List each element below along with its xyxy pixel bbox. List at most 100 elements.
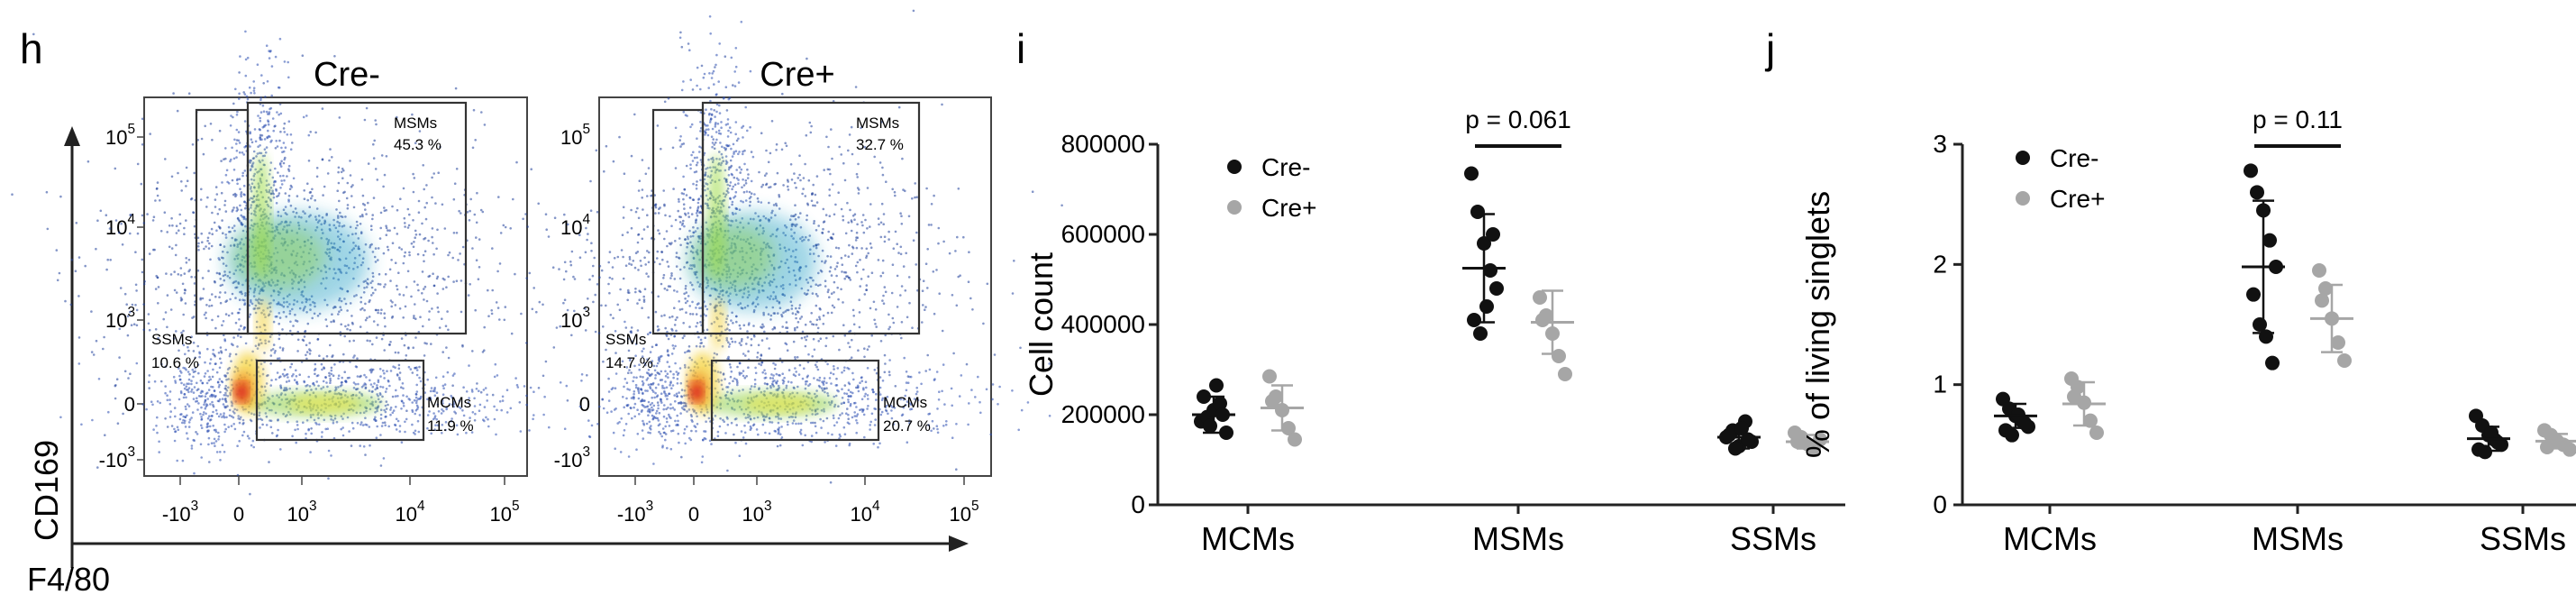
event-dot: [380, 308, 383, 312]
event-dot: [911, 197, 914, 200]
event-dot: [735, 139, 739, 142]
event-dot: [333, 363, 336, 366]
event-dot: [726, 183, 729, 187]
event-dot: [852, 323, 856, 326]
event-dot: [210, 244, 214, 248]
event-dot: [224, 391, 227, 395]
event-dot: [763, 330, 766, 334]
event-dot: [374, 411, 377, 414]
event-dot: [218, 398, 222, 401]
event-dot: [213, 437, 216, 441]
event-dot: [381, 386, 385, 389]
axis-label-f480: F4/80: [27, 561, 110, 598]
event-dot: [223, 398, 227, 401]
event-dot: [726, 135, 730, 138]
tick-base: -10: [554, 449, 583, 471]
event-dot: [804, 323, 807, 326]
event-dot: [927, 224, 931, 226]
event-dot: [200, 406, 203, 409]
density-blob: [256, 297, 270, 352]
event-dot: [215, 229, 218, 232]
event-dot: [696, 209, 699, 212]
event-dot: [455, 232, 459, 234]
event-dot: [941, 329, 944, 333]
event-dot: [771, 328, 774, 331]
event-dot: [806, 202, 809, 206]
event-dot: [738, 361, 742, 365]
event-dot: [205, 304, 208, 307]
tick-base: 0: [124, 393, 135, 416]
event-dot: [354, 226, 358, 230]
event-dot: [178, 370, 182, 372]
event-dot: [924, 262, 928, 266]
event-dot: [850, 219, 853, 222]
event-dot: [263, 125, 266, 128]
event-dot: [408, 253, 411, 257]
event-dot: [830, 128, 833, 131]
event-dot: [749, 69, 752, 73]
event-dot: [474, 308, 477, 312]
event-dot: [414, 233, 418, 236]
event-dot: [385, 407, 388, 410]
event-dot: [749, 200, 751, 204]
event-dot: [639, 375, 642, 379]
event-dot: [669, 277, 672, 279]
event-dot: [441, 402, 444, 405]
event-dot: [441, 351, 445, 353]
event-dot: [430, 432, 433, 435]
event-dot: [244, 144, 248, 148]
event-dot: [372, 157, 376, 160]
event-dot: [322, 194, 324, 197]
event-dot: [321, 158, 324, 160]
tick-label: 103: [560, 305, 590, 332]
event-dot: [666, 261, 669, 263]
event-dot: [733, 341, 737, 343]
event-dot: [523, 385, 526, 388]
event-dot: [209, 395, 212, 398]
event-dot: [367, 201, 369, 205]
event-dot: [490, 312, 494, 316]
event-dot: [380, 154, 384, 157]
event-dot: [726, 118, 730, 121]
event-dot: [175, 243, 177, 247]
event-dot: [228, 414, 232, 417]
event-dot: [417, 288, 420, 292]
event-dot: [356, 357, 359, 361]
event-dot: [317, 416, 320, 420]
event-dot: [863, 347, 866, 351]
event-dot: [321, 368, 323, 371]
event-dot: [705, 307, 709, 311]
event-dot: [219, 278, 222, 280]
event-dot: [202, 288, 205, 290]
event-dot: [304, 329, 307, 333]
event-dot: [174, 415, 177, 418]
event-dot: [769, 314, 773, 317]
event-dot: [824, 285, 827, 288]
event-dot: [636, 408, 639, 412]
event-dot: [213, 221, 216, 224]
event-dot: [704, 173, 706, 177]
event-dot: [402, 405, 405, 407]
event-dot: [690, 283, 694, 287]
event-dot: [174, 430, 177, 433]
event-dot: [367, 162, 370, 165]
event-dot: [253, 92, 256, 95]
event-dot: [433, 387, 437, 389]
event-dot: [434, 376, 438, 380]
event-dot: [166, 426, 169, 428]
event-dot: [157, 286, 160, 288]
event-dot: [227, 314, 231, 317]
event-dot: [164, 391, 167, 395]
event-dot: [217, 352, 221, 354]
event-dot: [630, 208, 633, 212]
event-dot: [856, 176, 859, 178]
event-dot: [349, 160, 351, 162]
event-dot: [427, 318, 431, 321]
event-dot: [234, 321, 238, 325]
event-dot: [431, 196, 433, 199]
event-dot: [647, 261, 651, 264]
event-dot: [637, 233, 641, 236]
event-dot: [804, 434, 806, 437]
event-dot: [837, 247, 841, 250]
event-dot: [223, 416, 226, 419]
